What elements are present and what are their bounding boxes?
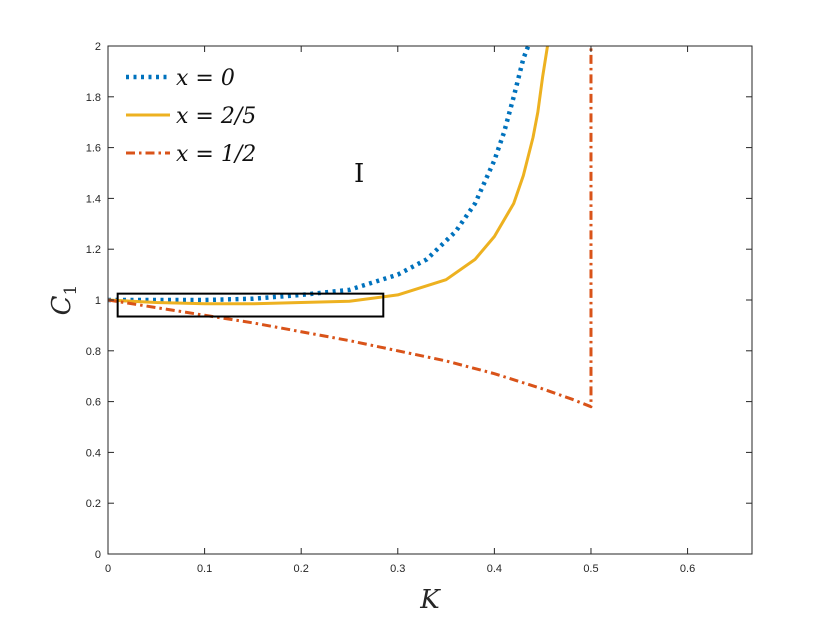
y-axis-label-main: C [47, 295, 77, 315]
highlight-box [116, 292, 385, 318]
plot-lines [108, 46, 593, 409]
series-line-1 [108, 46, 549, 306]
y-axis-label-subscript: 1 [61, 285, 81, 296]
region-label: I [354, 159, 364, 189]
y-tick-label: 0.2 [86, 498, 101, 510]
x-tick-label: 0.4 [487, 563, 502, 575]
y-tick-label: 1.4 [86, 193, 101, 205]
x-axis-label: K [419, 585, 441, 615]
axes [107, 45, 753, 555]
y-tick-label: 1.2 [86, 244, 101, 256]
y-tick-label: 0.6 [86, 397, 101, 409]
y-axis-label: C1 [47, 285, 81, 316]
y-tick-label: 1.6 [86, 143, 101, 155]
x-tick-label: 0.1 [197, 563, 212, 575]
x-tick-label: 0.2 [294, 563, 309, 575]
legend-entry: x = 1/2 [126, 142, 256, 167]
x-tick-label: 0 [105, 563, 111, 575]
legend: x = 0 x = 2/5 x = 1/2 [126, 66, 256, 167]
series-line-0 [108, 46, 531, 303]
series-line-2 [108, 46, 593, 409]
x-tick-label: 0.5 [583, 563, 598, 575]
legend-label-2: x = 1/2 [176, 142, 256, 167]
legend-label-0: x = 0 [176, 66, 235, 91]
y-tick-label: 2 [95, 41, 101, 53]
legend-label-1: x = 2/5 [176, 104, 256, 129]
y-tick-label: 0.8 [86, 346, 101, 358]
y-tick-label: 0.4 [86, 447, 101, 459]
x-tick-label: 0.3 [390, 563, 405, 575]
legend-entry: x = 2/5 [126, 104, 256, 129]
y-tick-label: 0 [95, 549, 101, 561]
tick-labels: 0 0.1 0.2 0.3 0.4 0.5 0.6 0 0.2 0.4 0.6 0.8 1 1.2 1.4 1… [86, 41, 696, 575]
y-tick-label: 1.8 [86, 92, 101, 104]
x-tick-label: 0.6 [680, 563, 695, 575]
y-tick-label: 1 [95, 295, 101, 307]
legend-entry: x = 0 [126, 66, 235, 91]
